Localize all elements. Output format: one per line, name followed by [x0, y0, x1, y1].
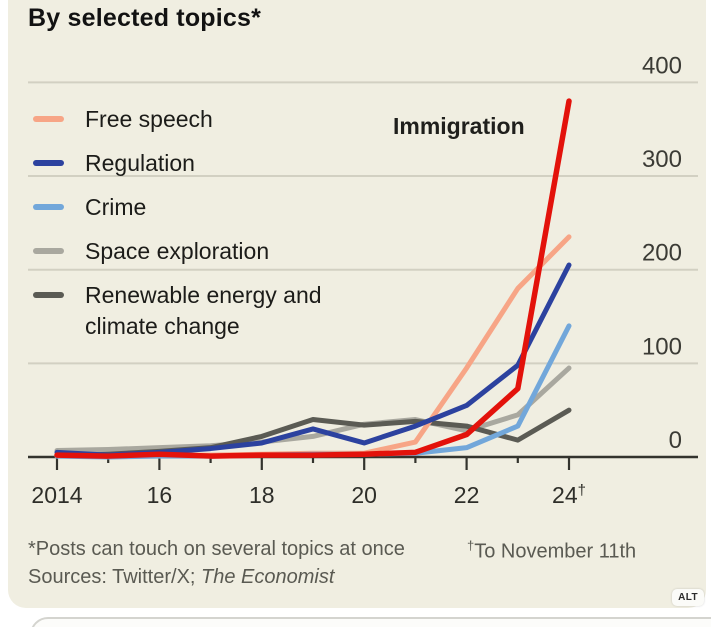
x-tick-label-2022: 22: [454, 482, 480, 508]
legend-swatch-regulation: [33, 160, 64, 166]
legend-swatch-free-speech: [33, 116, 64, 122]
x-tick-label-2016: 16: [147, 482, 173, 508]
legend-swatch-crime: [33, 204, 64, 210]
x-tick-label-2020: 20: [351, 482, 377, 508]
x-tick-label-2024: 24†: [552, 482, 586, 508]
y-tick-label-0: 0: [669, 427, 682, 454]
footnote-date: †To November 11th: [467, 538, 637, 563]
x-tick-label-2014: 2014: [31, 482, 82, 508]
legend-item-space-exploration: Space exploration: [33, 236, 330, 267]
y-tick-label-300: 300: [642, 146, 682, 173]
x-tick-label-2018: 18: [249, 482, 275, 508]
legend-label-free-speech: Free speech: [85, 106, 213, 132]
alt-text-badge[interactable]: ALT: [672, 589, 704, 606]
legend-item-crime: Crime: [33, 192, 330, 223]
chart-legend: Free speech Regulation Crime Space explorat…: [33, 104, 330, 355]
immigration-series-label: Immigration: [393, 113, 525, 139]
y-tick-label-200: 200: [642, 240, 682, 267]
source-line: Sources: Twitter/X; The Economist: [28, 566, 335, 588]
chart-title: By selected topics*: [28, 4, 262, 32]
y-tick-label-400: 400: [642, 52, 682, 79]
dagger-symbol: †: [467, 538, 475, 553]
legend-label-renewable-energy-and-climate-change: Renewable energy and climate change: [85, 282, 322, 339]
y-tick-label-100: 100: [642, 333, 682, 360]
series-line-space-exploration: [54, 365, 572, 453]
series-line-immigration: [54, 98, 572, 459]
chart-card: [8, 0, 706, 608]
legend-item-regulation: Regulation: [33, 148, 330, 179]
footnote-topics: *Posts can touch on several topics at on…: [28, 538, 405, 560]
legend-item-free-speech: Free speech: [33, 104, 330, 135]
legend-item-renewable-energy-and-climate-change: Renewable energy and climate change: [33, 280, 330, 342]
legend-label-crime: Crime: [85, 194, 147, 220]
legend-label-space-exploration: Space exploration: [85, 238, 270, 264]
legend-label-regulation: Regulation: [85, 150, 195, 176]
legend-swatch-space-exploration: [33, 248, 64, 254]
legend-swatch-renewable-energy-and-climate-change: [33, 292, 64, 298]
next-card-top-edge: [30, 617, 711, 627]
